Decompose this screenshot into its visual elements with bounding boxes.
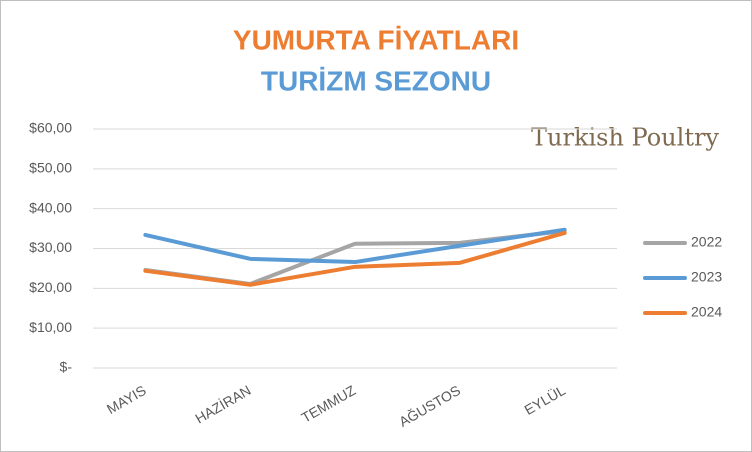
y-tick-label: $10,00 — [29, 319, 72, 335]
chart-title: YUMURTA FİYATLARI — [233, 24, 519, 55]
y-tick-label: $60,00 — [29, 120, 72, 136]
y-tick-label: $20,00 — [29, 279, 72, 295]
chart-subtitle: TURİZM SEZONU — [261, 65, 491, 96]
legend-label: 2022 — [691, 234, 722, 250]
logo: Turkish Poultry — [531, 124, 719, 152]
series-line — [143, 230, 567, 287]
legend-label: 2023 — [691, 269, 722, 285]
y-tick-label: $40,00 — [29, 199, 72, 215]
y-tick-label: $- — [60, 359, 73, 375]
series-line — [143, 227, 567, 265]
legend-label: 2024 — [691, 304, 722, 320]
y-tick-label: $50,00 — [29, 160, 72, 176]
y-tick-label: $30,00 — [29, 239, 72, 255]
